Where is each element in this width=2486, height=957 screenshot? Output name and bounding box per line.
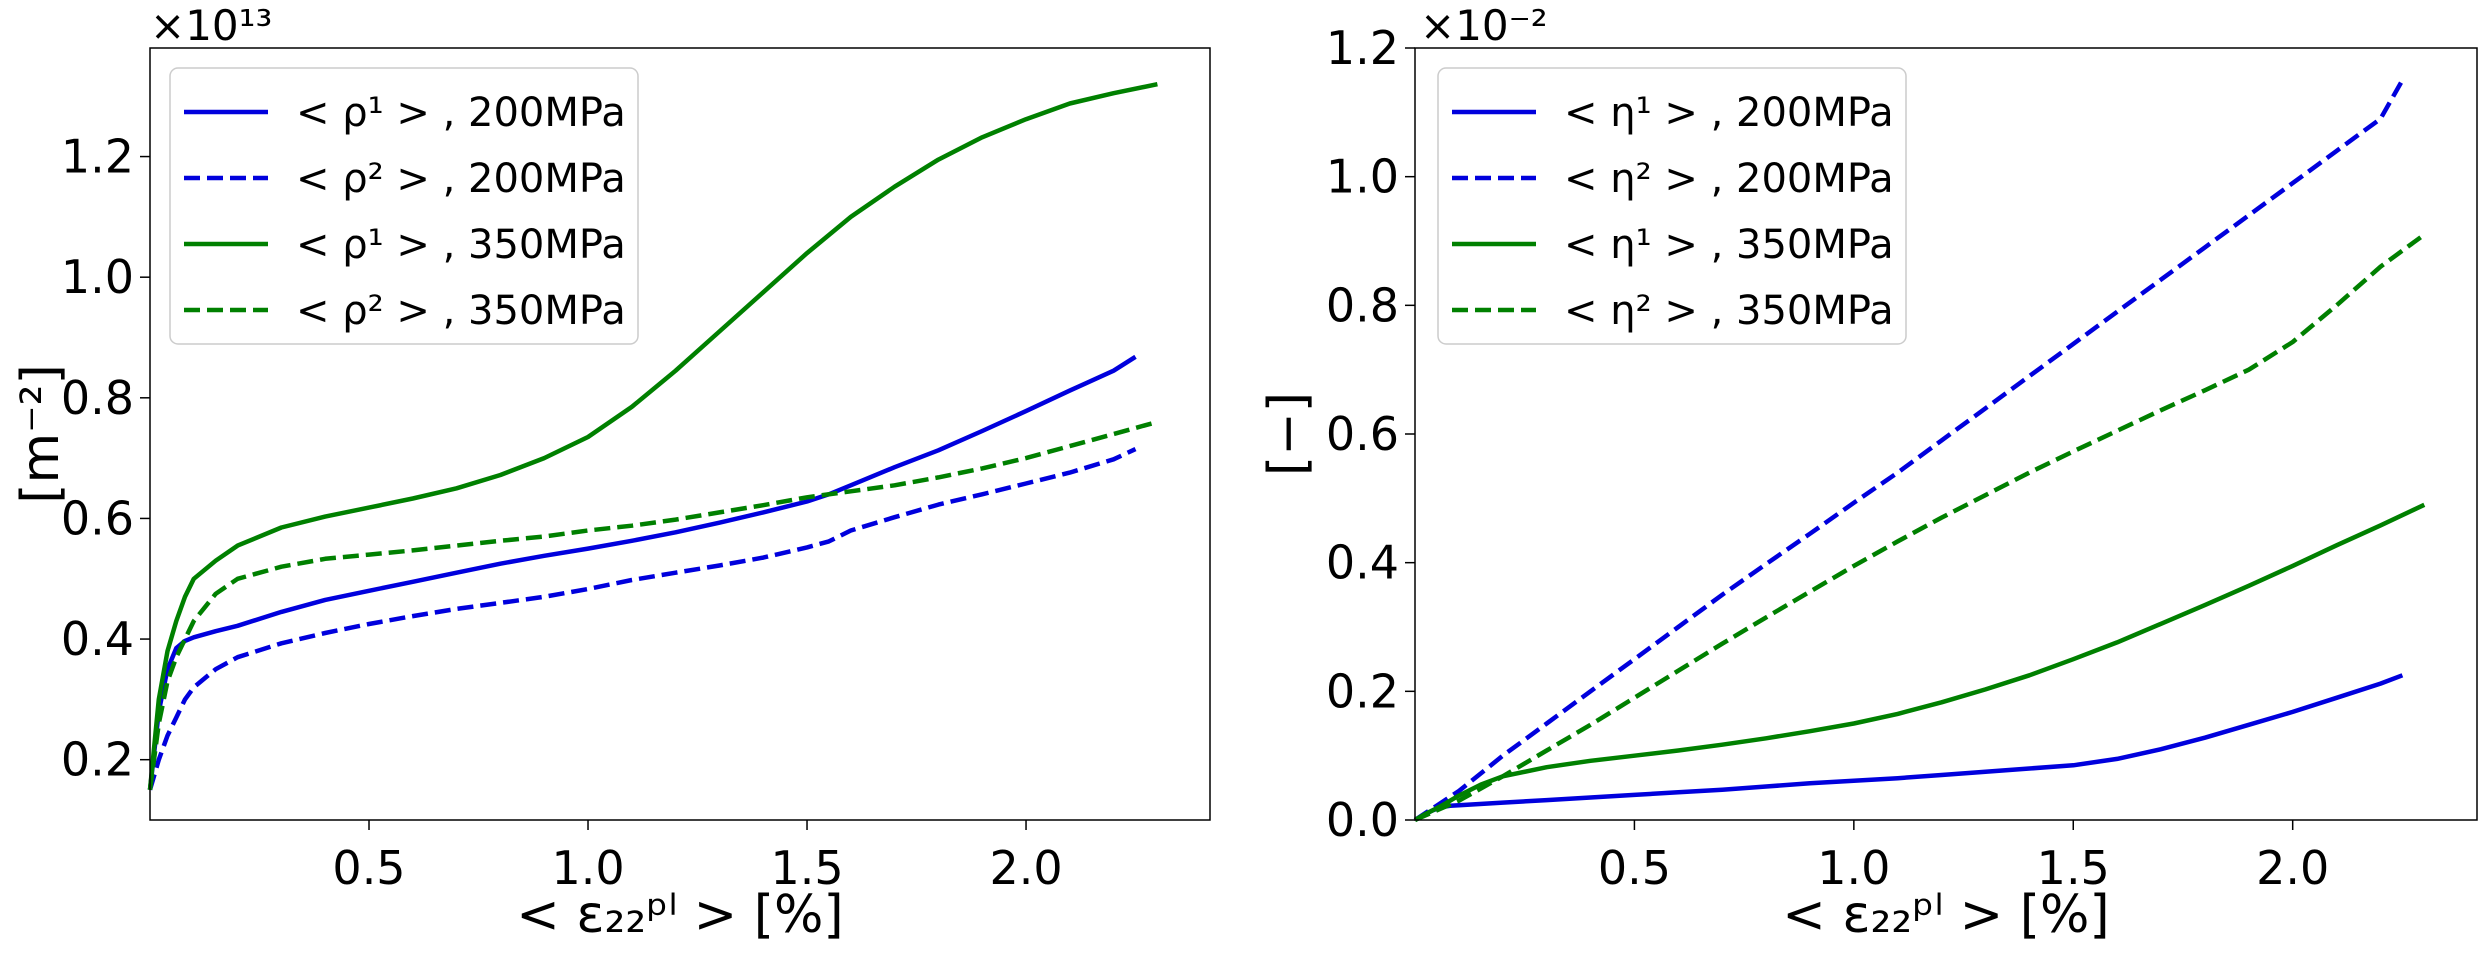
right-y-tick-label: 1.2 [1326,21,1399,75]
right-x-tick-label: 0.5 [1598,841,1671,895]
right-series-line-2 [1413,79,2405,822]
right-chart: 0.5 1.0 1.5 2.0 0.0 0.2 0.4 0.6 0.8 1.0 1.2 ×10⁻²… [1258,1,2478,945]
left-series-line-3 [147,81,1158,791]
left-legend: < ρ¹ > , 200MPa < ρ² > , 200MPa < ρ¹ > , 3… [169,67,639,345]
right-x-tick-label: 2.0 [2256,841,2329,895]
left-legend-box [169,67,639,345]
left-y-tick-label: 1.0 [61,250,134,304]
right-legend-label-4: < η² > , 350MPa [1564,288,1894,334]
right-y-tick-label: 0.4 [1326,536,1399,590]
right-y-tick-label: 0.8 [1326,278,1399,332]
left-x-tick-label: 1.5 [770,841,843,895]
right-series-line-3 [1413,502,2426,822]
left-legend-label-1: < ρ¹ > , 200MPa [296,90,626,136]
right-y-axis-label: [−] [1258,392,1318,476]
left-x-axis: 0.5 1.0 1.5 2.0 [332,820,1063,895]
right-y-tick-label: 0.0 [1326,793,1399,847]
right-series-line-4 [1414,232,2426,823]
right-legend: < η¹ > , 200MPa < η² > , 200MPa < η¹ > , 3… [1437,67,1907,345]
left-series-line-1 [147,354,1137,791]
left-y-tick-label: 0.6 [61,491,134,545]
right-offset-label: ×10⁻² [1420,1,1548,50]
left-legend-label-4: < ρ² > , 350MPa [296,288,626,334]
right-series-group [1413,79,2426,823]
left-x-tick-label: 2.0 [989,841,1062,895]
right-legend-label-1: < η¹ > , 200MPa [1564,90,1894,136]
left-chart: 0.5 1.0 1.5 2.0 0.2 0.4 0.6 0.8 1.0 1.2 ×10¹³ [m… [11,1,1211,945]
left-legend-label-2: < ρ² > , 200MPa [296,156,626,202]
left-y-tick-label: 1.2 [61,130,134,184]
right-legend-label-2: < η² > , 200MPa [1564,156,1894,202]
left-y-axis-label: [m⁻²] [11,364,71,504]
right-x-axis-label: < ε₂₂ᵖˡ > [%] [1782,885,2109,945]
right-y-axis: 0.0 0.2 0.4 0.6 0.8 1.0 1.2 [1326,21,1415,847]
right-series-line-1 [1413,673,2404,822]
left-offset-label: ×10¹³ [150,1,272,50]
left-y-tick-label: 0.8 [61,371,134,425]
left-series-group [147,81,1158,791]
left-legend-label-3: < ρ¹ > , 350MPa [296,222,626,268]
right-legend-box [1437,67,1907,345]
left-x-tick-label: 0.5 [332,841,405,895]
left-y-axis: 0.2 0.4 0.6 0.8 1.0 1.2 [61,130,150,787]
right-y-tick-label: 1.0 [1326,150,1399,204]
left-x-axis-label: < ε₂₂ᵖˡ > [%] [516,885,843,945]
right-y-tick-label: 0.2 [1326,664,1399,718]
right-x-axis: 0.5 1.0 1.5 2.0 [1598,820,2329,895]
left-plot-frame [149,47,1211,821]
right-x-tick-label: 1.0 [1817,841,1890,895]
left-y-tick-label: 0.2 [61,733,134,787]
left-series-line-4 [147,419,1158,791]
left-x-tick-label: 1.0 [551,841,624,895]
left-y-tick-label: 0.4 [61,612,134,666]
right-x-tick-label: 1.5 [2037,841,2110,895]
right-y-tick-label: 0.6 [1326,407,1399,461]
right-legend-label-3: < η¹ > , 350MPa [1564,222,1894,268]
